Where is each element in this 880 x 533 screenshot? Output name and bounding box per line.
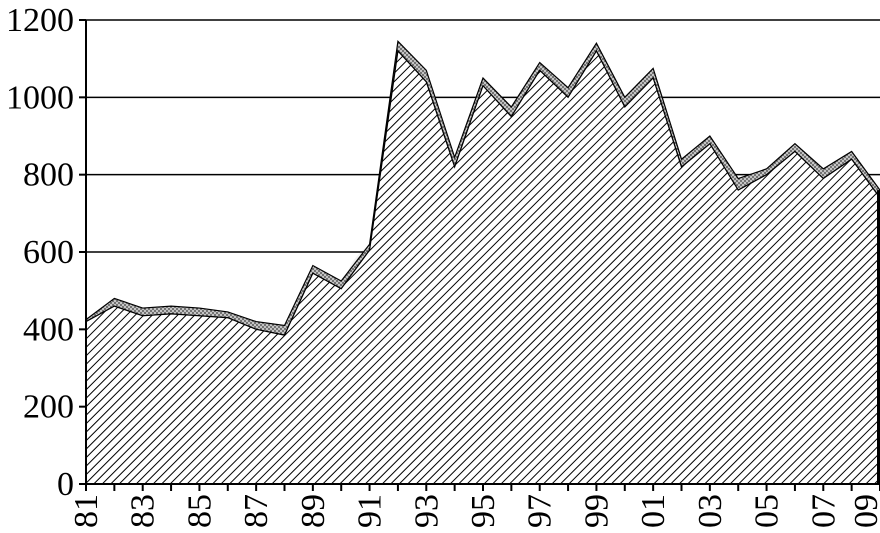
- x-axis-ticks: 81 83 85 87 89 91 93 95 97 99 01 03 05 07 09: [68, 484, 880, 528]
- x-tick-label: 99: [578, 494, 615, 528]
- x-tick-label: 91: [352, 494, 389, 528]
- x-tick-label: 87: [238, 494, 275, 528]
- y-tick-label: 400: [23, 311, 74, 348]
- x-tick-label: 05: [749, 494, 786, 528]
- x-tick-label: 83: [125, 494, 162, 528]
- y-tick-label: 1000: [6, 79, 74, 116]
- x-tick-label: 07: [805, 494, 842, 528]
- x-tick-label: 03: [692, 494, 729, 528]
- y-tick-label: 200: [23, 389, 74, 426]
- x-tick-label: 09: [848, 494, 880, 528]
- x-tick-label: 85: [181, 494, 218, 528]
- x-tick-label: 01: [635, 494, 672, 528]
- x-tick-label: 95: [465, 494, 502, 528]
- y-tick-label: 0: [57, 466, 74, 503]
- series-lower-area: [85, 49, 880, 485]
- x-tick-label: 89: [295, 494, 332, 528]
- y-axis-ticks: 0 200 400 600 800 1000 1200: [6, 2, 86, 503]
- y-tick-label: 1200: [6, 2, 74, 39]
- y-tick-label: 800: [23, 157, 74, 194]
- y-tick-label: 600: [23, 234, 74, 271]
- x-tick-label: 81: [68, 494, 105, 528]
- area-series: [85, 39, 880, 485]
- x-tick-label: 97: [522, 494, 559, 528]
- x-tick-label: 93: [408, 494, 445, 528]
